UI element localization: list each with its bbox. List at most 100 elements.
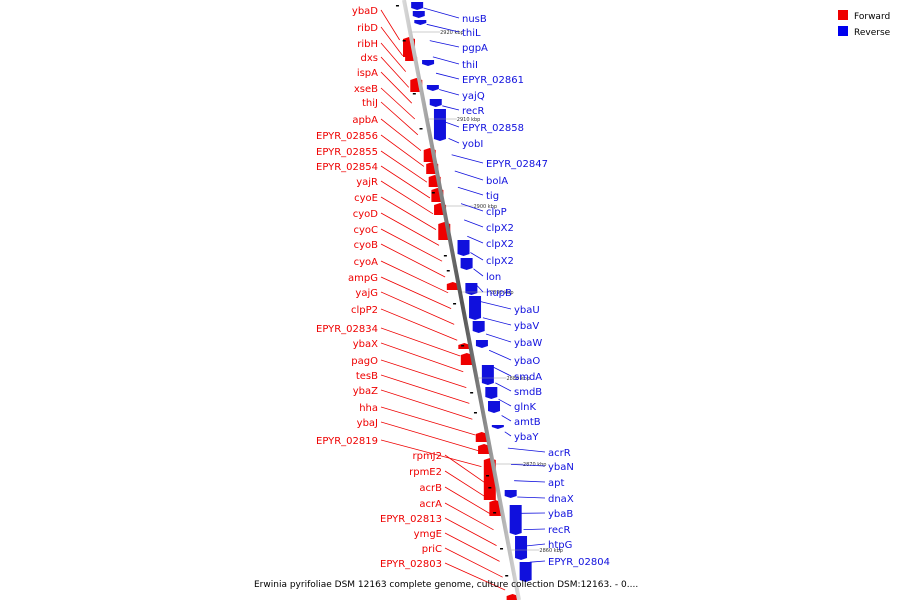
reverse-gene-label: yobI: [462, 139, 483, 150]
reverse-gene-feature: [414, 20, 427, 25]
forward-gene-feature: [475, 432, 488, 442]
reverse-leader-line: [529, 560, 546, 563]
feature-dash: [486, 475, 490, 477]
legend-reverse-label: Reverse: [854, 28, 891, 38]
reverse-gene-label: htpG: [548, 540, 572, 551]
feature-dash: [488, 487, 492, 489]
forward-gene-label: EPYR_02813: [380, 514, 442, 525]
reverse-leader-line: [426, 23, 460, 33]
reverse-leader-line: [442, 105, 460, 111]
reverse-gene-label: EPYR_02861: [462, 75, 524, 86]
forward-leader-line: [380, 196, 437, 230]
forward-leader-line: [444, 470, 488, 499]
forward-gene-label: clpP2: [351, 305, 378, 316]
forward-leader-line: [380, 308, 458, 341]
forward-gene-label: yajG: [355, 288, 378, 299]
forward-gene-label: ampG: [348, 273, 378, 284]
forward-gene-label: cyoB: [354, 240, 379, 251]
forward-leader-line: [380, 150, 428, 183]
forward-leader-line: [380, 327, 461, 357]
forward-leader-line: [380, 291, 455, 325]
reverse-gene-label: ybaU: [514, 305, 540, 316]
reverse-gene-feature: [422, 60, 435, 66]
reverse-gene-label: recR: [462, 106, 485, 117]
forward-leader-line: [380, 228, 443, 262]
forward-leader-line: [380, 406, 476, 436]
forward-gene-feature: [506, 594, 519, 600]
forward-leader-line: [444, 486, 491, 515]
reverse-leader-line: [464, 219, 484, 228]
feature-dash: [473, 412, 477, 414]
forward-gene-label: priC: [422, 544, 442, 555]
reverse-gene-label: recR: [548, 525, 571, 536]
reverse-leader-line: [488, 349, 512, 361]
forward-leader-line: [380, 71, 413, 104]
forward-gene-label: EPYR_02803: [380, 559, 442, 570]
reverse-gene-label: dnaX: [548, 494, 574, 505]
forward-gene-label: EPYR_02856: [316, 131, 378, 142]
reverse-leader-line: [517, 496, 546, 499]
feature-dash: [443, 255, 447, 257]
reverse-gene-feature: [488, 401, 501, 413]
reverse-gene-label: thiL: [462, 28, 481, 39]
forward-leader-line: [380, 359, 467, 388]
forward-gene-label: cyoD: [353, 209, 379, 220]
forward-gene-label: cyoC: [353, 225, 378, 236]
reverse-leader-line: [467, 235, 484, 244]
reverse-leader-line: [504, 431, 512, 437]
reverse-leader-line: [460, 203, 484, 212]
reverse-leader-line: [485, 333, 512, 343]
forward-gene-label: cyoE: [354, 193, 378, 204]
legend-forward-swatch: [838, 10, 848, 20]
reverse-leader-line: [507, 447, 546, 453]
forward-leader-line: [380, 276, 452, 309]
reverse-gene-feature: [469, 296, 482, 320]
reverse-gene-feature: [515, 536, 528, 560]
forward-leader-line: [380, 180, 434, 215]
reverse-leader-line: [445, 121, 460, 128]
reverse-gene-label: ybaY: [514, 432, 539, 443]
label-leaders: [380, 7, 546, 591]
forward-gene-label: EPYR_02855: [316, 147, 378, 158]
map-caption: Erwinia pyrifoliae DSM 12163 complete ge…: [254, 580, 638, 590]
forward-gene-label: apbA: [352, 115, 378, 126]
reverse-leader-line: [432, 56, 460, 65]
reverse-gene-label: lon: [486, 272, 501, 283]
reverse-gene-feature: [475, 340, 488, 348]
forward-gene-labels: ybaD ribD ribH dxs ispA xseB thiJ apbA EPYR_0285…: [316, 6, 442, 570]
forward-leader-line: [380, 134, 425, 167]
reverse-gene-label: yajQ: [462, 91, 485, 102]
reverse-gene-label: clpP: [486, 207, 507, 218]
forward-gene-label: xseB: [354, 84, 378, 95]
reverse-gene-feature: [433, 109, 446, 141]
reverse-gene-feature: [472, 321, 485, 333]
forward-gene-feature: [489, 500, 502, 516]
reverse-leader-line: [473, 268, 484, 277]
reverse-leader-line: [495, 382, 512, 392]
tick-label: 2920 kbp: [440, 30, 464, 36]
reverse-gene-label: ybaO: [514, 356, 540, 367]
reverse-gene-feature: [460, 258, 473, 270]
forward-leader-line: [380, 56, 410, 88]
reverse-leader-line: [435, 72, 460, 80]
forward-gene-label: ribH: [357, 39, 378, 50]
reverse-leader-line: [510, 464, 546, 467]
forward-gene-feature: [446, 282, 459, 290]
reverse-gene-feature: [519, 562, 532, 582]
forward-gene-label: pagO: [351, 356, 378, 367]
forward-gene-label: ybaD: [352, 6, 378, 17]
feature-dash: [505, 575, 509, 577]
reverse-gene-feature: [429, 99, 442, 107]
forward-gene-feature: [478, 444, 491, 454]
feature-dash: [431, 192, 435, 194]
reverse-gene-feature: [504, 490, 517, 498]
forward-leader-line: [380, 101, 419, 136]
forward-leader-line: [380, 118, 422, 151]
reverse-gene-label: pgpA: [462, 43, 488, 54]
reverse-gene-feature: [465, 283, 478, 295]
reverse-leader-line: [470, 252, 484, 261]
tick-label: 2890 kbp: [490, 290, 514, 296]
forward-leader-line: [444, 517, 497, 546]
reverse-leader-line: [448, 138, 460, 144]
